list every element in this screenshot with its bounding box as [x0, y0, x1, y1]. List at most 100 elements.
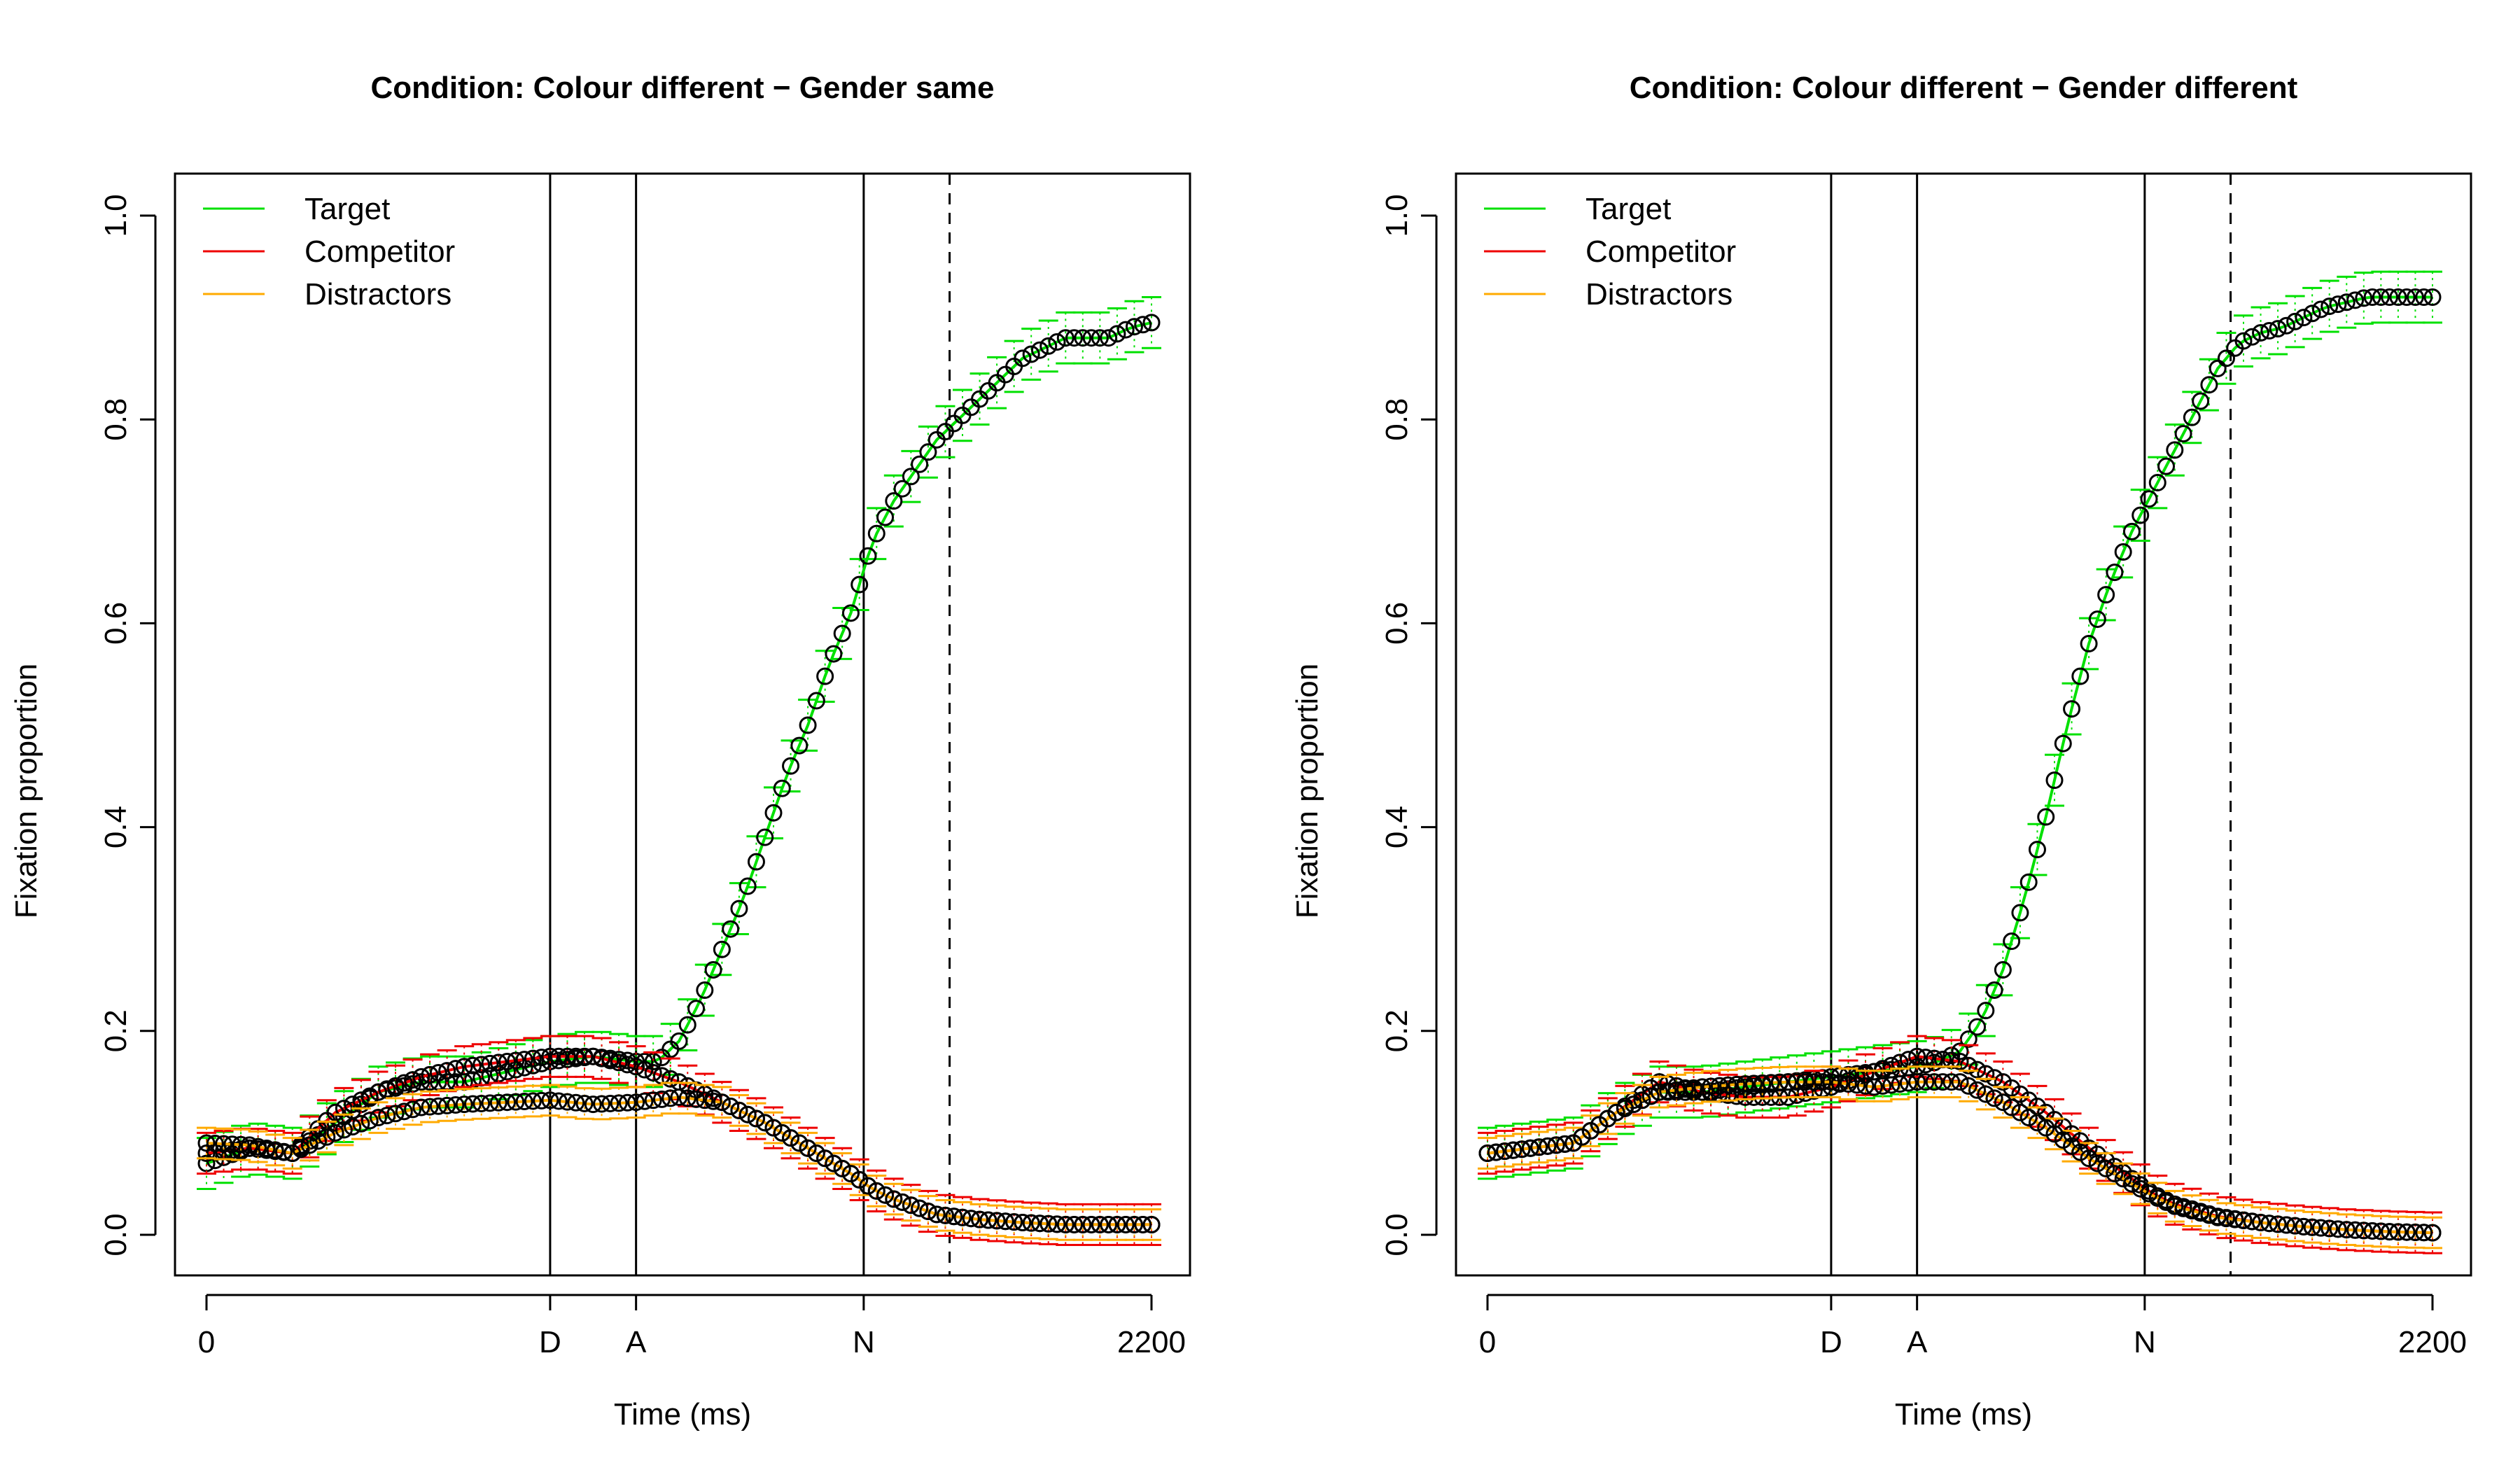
x-tick-label: A [626, 1325, 647, 1359]
data-point [515, 1051, 533, 1069]
data-point [472, 1056, 491, 1074]
data-point [463, 1095, 482, 1113]
data-point [893, 479, 911, 498]
data-point [1925, 1073, 1943, 1091]
data-point [369, 1083, 387, 1101]
data-point [2269, 320, 2287, 338]
data-point [2080, 635, 2098, 653]
data-point [996, 1212, 1014, 1231]
data-point [662, 1089, 680, 1107]
data-point [2200, 376, 2218, 394]
data-point [885, 1190, 903, 1208]
data-point [764, 804, 783, 822]
data-point [2295, 1217, 2313, 1236]
data-point [1082, 329, 1100, 347]
data-point [1530, 1138, 1548, 1156]
data-point [662, 1070, 680, 1088]
data-point [2286, 1217, 2304, 1235]
data-point [652, 1090, 671, 1108]
data-point [541, 1047, 559, 1065]
data-point [206, 1135, 224, 1153]
x-axis-label: Time (ms) [1895, 1397, 2032, 1432]
data-point [1762, 1074, 1780, 1092]
data-point [2114, 542, 2132, 561]
data-point [1100, 329, 1118, 347]
data-point [378, 1107, 396, 1125]
data-point [601, 1094, 620, 1112]
y-tick-label: 0.6 [1380, 602, 1414, 645]
data-point [1504, 1141, 1522, 1159]
data-point [2260, 1214, 2278, 1233]
data-point [2234, 1212, 2253, 1230]
data-point [575, 1047, 594, 1065]
y-tick-label: 0.4 [1380, 806, 1414, 848]
data-point [386, 1077, 405, 1095]
data-point [799, 716, 817, 734]
legend-label: Competitor [304, 234, 455, 269]
data-point [2243, 328, 2261, 346]
data-point [1744, 1074, 1763, 1093]
data-point [584, 1096, 602, 1114]
data-point [498, 1052, 517, 1070]
data-point [1659, 1082, 1677, 1100]
data-point [636, 1060, 654, 1079]
data-point [1521, 1139, 1539, 1157]
data-point [1933, 1073, 1952, 1091]
data-point [738, 877, 757, 895]
data-point [2355, 289, 2373, 307]
data-point [2045, 771, 2064, 790]
data-point [1942, 1073, 1961, 1091]
data-point [1074, 329, 1092, 347]
data-point [2337, 1221, 2356, 1239]
x-tick-label: 0 [1479, 1325, 1496, 1359]
data-point [2303, 304, 2321, 323]
series-distractors [197, 1082, 1161, 1241]
data-point [593, 1095, 611, 1113]
data-point [1977, 1085, 1995, 1103]
data-point [326, 1124, 344, 1142]
data-point [1754, 1074, 1772, 1092]
data-point [644, 1063, 662, 1082]
x-tick-label: D [539, 1325, 561, 1359]
data-point [1065, 329, 1084, 347]
data-point [2071, 667, 2090, 685]
data-point [335, 1121, 353, 1139]
data-point [678, 1016, 696, 1034]
data-point [2019, 873, 2038, 891]
panel-right: Condition: Colour different − Gender dif… [1290, 71, 2472, 1432]
data-point [2200, 1206, 2218, 1224]
data-point [1736, 1075, 1754, 1093]
y-tick-label: 0.2 [99, 1009, 133, 1052]
data-point [953, 1208, 972, 1226]
x-tick-label: 0 [198, 1325, 215, 1359]
data-point [1805, 1073, 1823, 1091]
series-line [206, 321, 1152, 1165]
data-point [2208, 359, 2227, 377]
data-point [515, 1093, 533, 1111]
data-point [369, 1109, 387, 1127]
data-point [404, 1071, 422, 1089]
data-point [1607, 1103, 1625, 1121]
data-point [2329, 1220, 2347, 1238]
data-point [2217, 349, 2235, 368]
data-point [730, 1101, 748, 1119]
y-tick-label: 1.0 [99, 194, 133, 237]
data-point [670, 1088, 688, 1106]
data-point [1642, 1087, 1660, 1105]
data-point [378, 1080, 396, 1098]
data-point [2346, 1221, 2365, 1239]
data-point [1014, 349, 1032, 368]
data-point [2080, 1149, 2098, 1168]
y-tick-label: 0.6 [99, 602, 133, 645]
data-point [919, 443, 937, 461]
data-point [300, 1136, 318, 1154]
data-point [2286, 312, 2304, 330]
data-point [1116, 1215, 1135, 1233]
data-point [867, 524, 886, 542]
data-point [1985, 1089, 2003, 1107]
data-point [696, 1091, 714, 1110]
data-point [1065, 1215, 1084, 1233]
data-point [2148, 473, 2166, 491]
data-point [429, 1063, 447, 1082]
data-point [2398, 1223, 2416, 1241]
